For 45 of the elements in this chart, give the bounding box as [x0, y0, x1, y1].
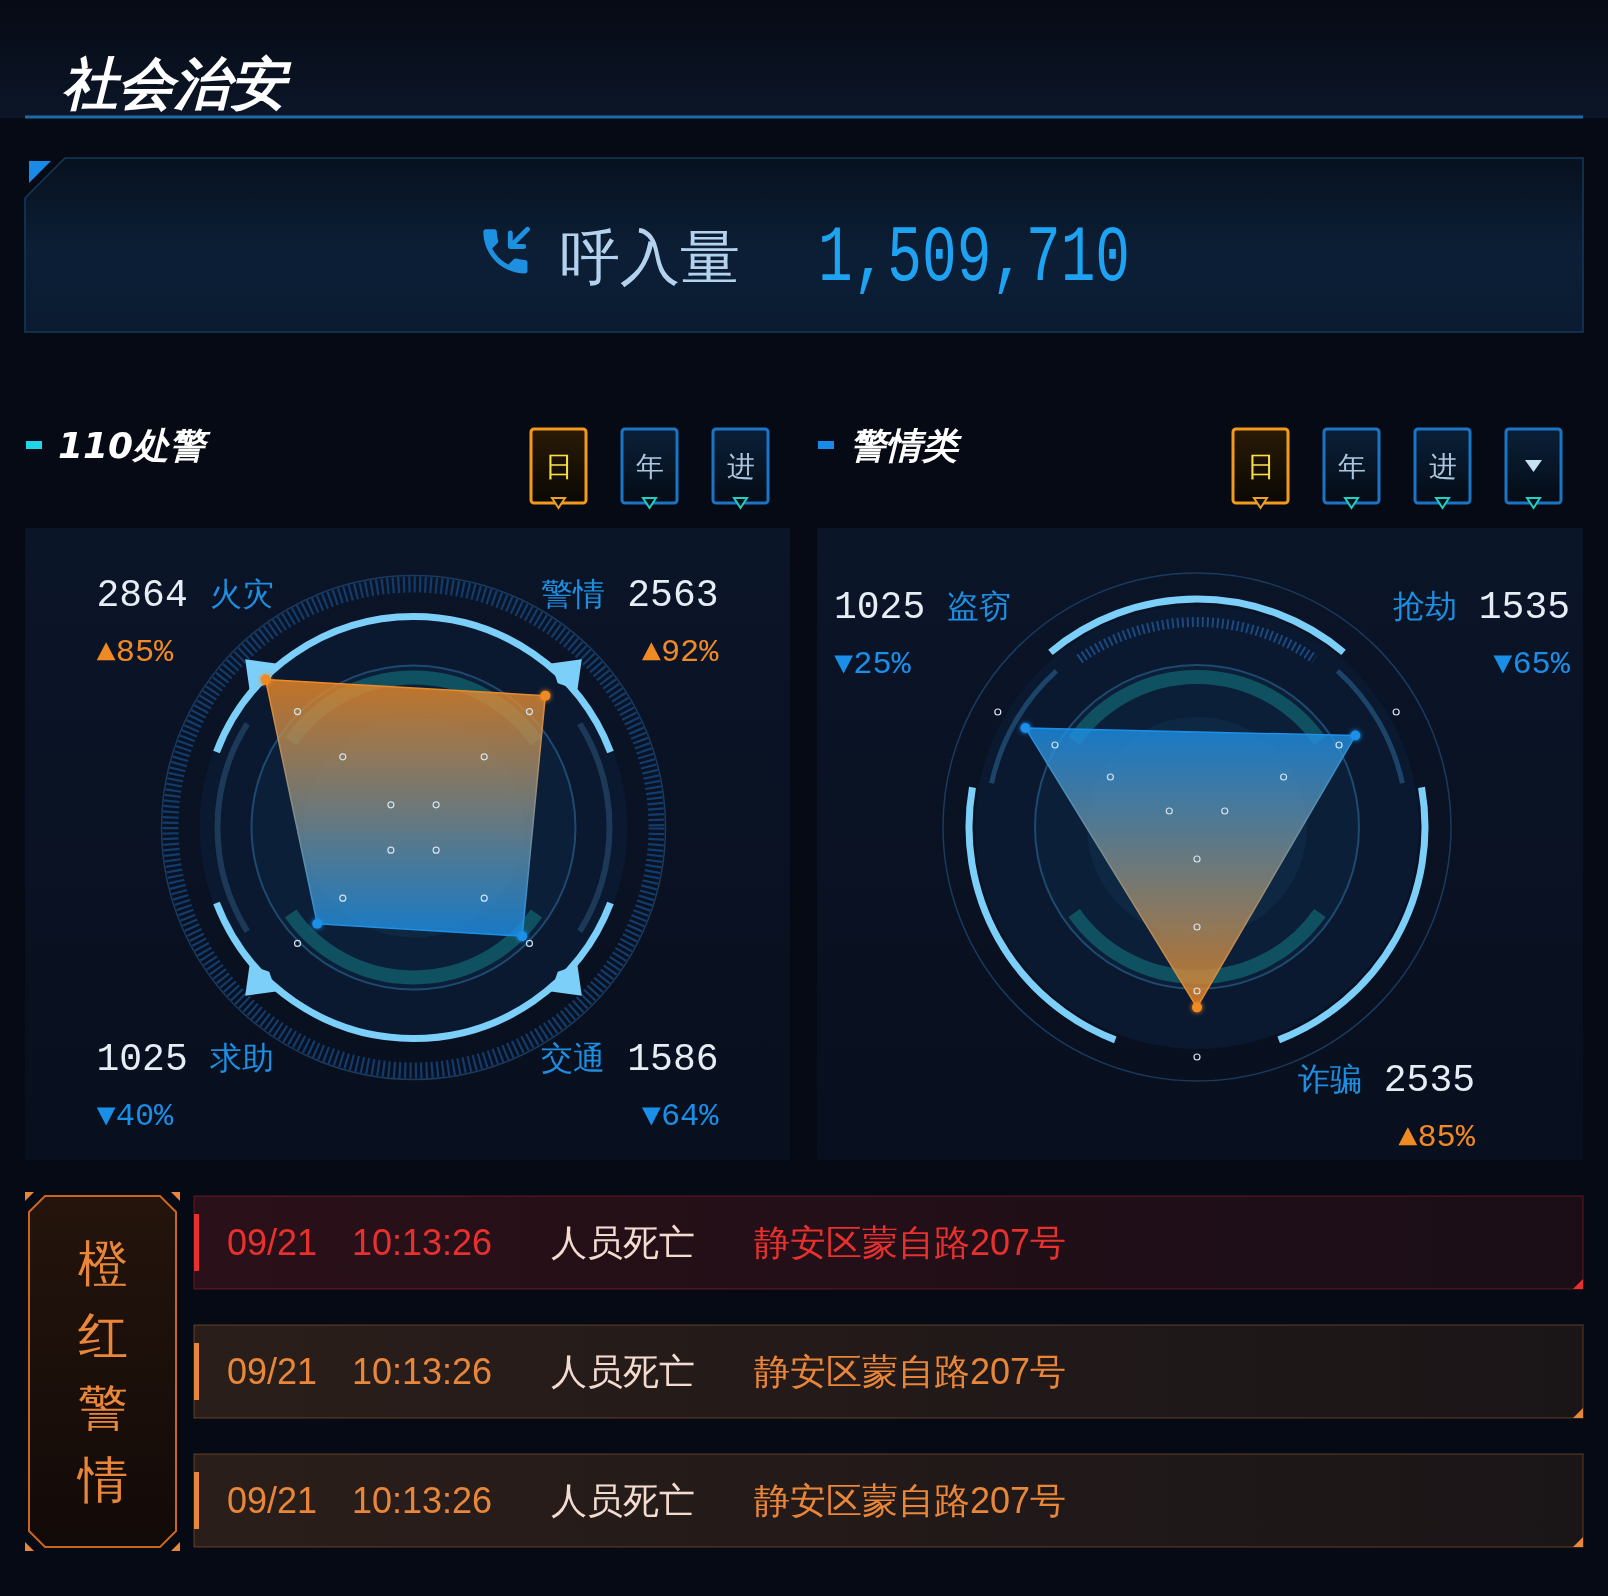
button: 年 [1322, 427, 1381, 505]
text: 社会治安 [62, 51, 292, 116]
text: 1586 [627, 1037, 719, 1081]
button: 日 [529, 427, 588, 505]
text: 静安区蒙自路207号 [754, 1222, 1067, 1263]
text: 静安区蒙自路207号 [754, 1351, 1067, 1392]
text: ▼65% [1493, 646, 1571, 683]
text: 10:13:26 [352, 1222, 493, 1263]
text: 1535 [1478, 586, 1570, 629]
text: 2864 [96, 573, 188, 617]
text: 10:13:26 [352, 1480, 493, 1521]
text: ▲85% [1398, 1119, 1476, 1156]
text: 1,509,710 [818, 213, 1251, 304]
text: ▲92% [641, 633, 720, 671]
chart-title: 警情类 [850, 425, 962, 466]
text: 静安区蒙自路207号 [754, 1480, 1067, 1521]
spoke-label: 警情 [541, 574, 606, 613]
text: 呼入量 [560, 222, 740, 292]
spoke-label: 盗窃 [947, 587, 1012, 625]
spoke-label: 诈骗 [1297, 1060, 1362, 1098]
spoke-label: 火灾 [209, 574, 274, 613]
text: 09/21 [227, 1480, 318, 1521]
spoke-label: 求助 [209, 1038, 274, 1077]
chart-title: 110处警 [58, 425, 212, 466]
text: 10:13:26 [352, 1351, 493, 1392]
text: 人员死亡 [551, 1480, 695, 1521]
text: ▲85% [96, 633, 175, 671]
text: 人员死亡 [551, 1351, 695, 1392]
text: 2563 [627, 573, 719, 617]
button: 年 [620, 427, 679, 505]
text: ▼40% [96, 1097, 175, 1135]
text: 1025 [834, 586, 926, 629]
spoke-label: 抢劫 [1392, 587, 1457, 625]
text: 橙红警情 [76, 1233, 129, 1511]
text: ▼64% [641, 1097, 720, 1135]
button: 进 [711, 427, 770, 505]
text: 09/21 [227, 1222, 318, 1263]
text: ▼25% [834, 646, 912, 683]
button: 日 [1231, 427, 1290, 505]
text: 2535 [1383, 1059, 1475, 1102]
text: 09/21 [227, 1351, 318, 1392]
button: 进 [1413, 427, 1472, 505]
text: 1025 [96, 1037, 188, 1081]
text: 人员死亡 [551, 1222, 695, 1263]
spoke-label: 交通 [541, 1038, 606, 1077]
